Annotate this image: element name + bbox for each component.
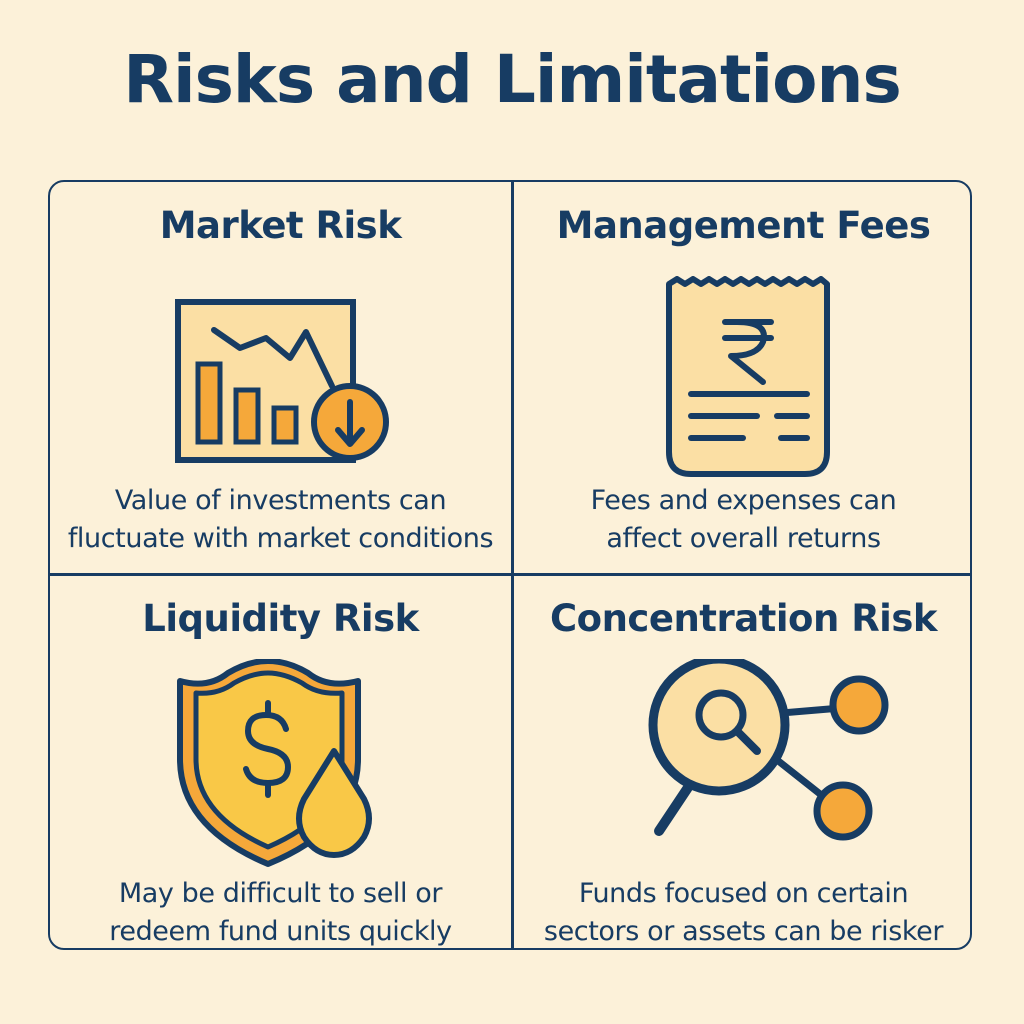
shield-dollar-drop-icon xyxy=(177,659,372,867)
rupee-receipt-icon xyxy=(666,276,830,477)
card-description-line: Funds focused on certain xyxy=(578,878,909,909)
card-description-line: redeem fund units quickly xyxy=(109,916,452,947)
card-description-line: Fees and expenses can xyxy=(590,485,897,516)
grid-divider-horizontal xyxy=(50,573,970,576)
card-concentration-risk: Concentration Risk Funds focused on cert… xyxy=(513,575,974,965)
card-liquidity-risk: Liquidity Risk May be difficult to sell … xyxy=(50,575,511,965)
card-title: Market Risk xyxy=(159,204,402,247)
card-management-fees: Management Fees Fees and expenses can af… xyxy=(513,182,974,572)
card-title: Liquidity Risk xyxy=(142,597,419,640)
card-description-line: fluctuate with market conditions xyxy=(67,523,494,554)
risk-grid: Market Risk Value of investments can flu… xyxy=(48,180,972,950)
falling-chart-icon xyxy=(175,299,389,463)
card-title: Management Fees xyxy=(556,204,931,247)
card-description: Fees and expenses can affect overall ret… xyxy=(513,482,974,558)
card-description: May be difficult to sell or redeem fund … xyxy=(50,875,511,951)
card-market-risk: Market Risk Value of investments can flu… xyxy=(50,182,511,572)
card-description-line: sectors or assets can be risker xyxy=(543,916,944,947)
card-description-line: affect overall returns xyxy=(606,523,881,554)
grid-divider-vertical xyxy=(511,182,514,948)
card-description-line: May be difficult to sell or xyxy=(118,878,443,909)
card-description: Funds focused on certain sectors or asse… xyxy=(513,875,974,951)
card-description-line: Value of investments can xyxy=(114,485,447,516)
page-title: Risks and Limitations xyxy=(123,41,902,118)
card-description: Value of investments can fluctuate with … xyxy=(50,482,511,558)
card-title: Concentration Risk xyxy=(550,597,938,640)
magnifier-network-icon xyxy=(648,659,889,841)
